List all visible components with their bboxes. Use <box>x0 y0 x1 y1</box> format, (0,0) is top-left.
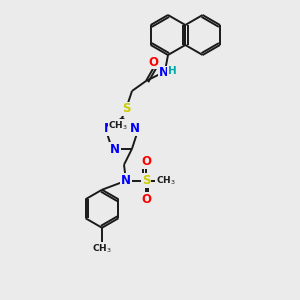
Text: CH$_3$: CH$_3$ <box>108 119 128 132</box>
Text: CH$_3$: CH$_3$ <box>92 242 112 255</box>
Text: CH$_3$: CH$_3$ <box>156 175 176 187</box>
Text: O: O <box>141 193 151 206</box>
Text: H: H <box>168 66 176 76</box>
Text: N: N <box>130 122 140 135</box>
Text: S: S <box>142 174 150 187</box>
Text: N: N <box>104 122 114 135</box>
Text: S: S <box>122 103 130 116</box>
Text: O: O <box>141 155 151 168</box>
Text: N: N <box>110 143 120 156</box>
Text: N: N <box>159 67 169 80</box>
Text: O: O <box>148 56 158 68</box>
Text: N: N <box>121 174 131 187</box>
